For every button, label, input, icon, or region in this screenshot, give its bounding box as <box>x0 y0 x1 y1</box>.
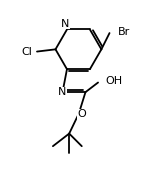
Text: Cl: Cl <box>21 46 32 57</box>
Text: N: N <box>61 19 69 29</box>
Text: O: O <box>77 109 86 119</box>
Text: Br: Br <box>118 27 130 37</box>
Text: OH: OH <box>105 76 123 86</box>
Text: N: N <box>58 87 66 97</box>
